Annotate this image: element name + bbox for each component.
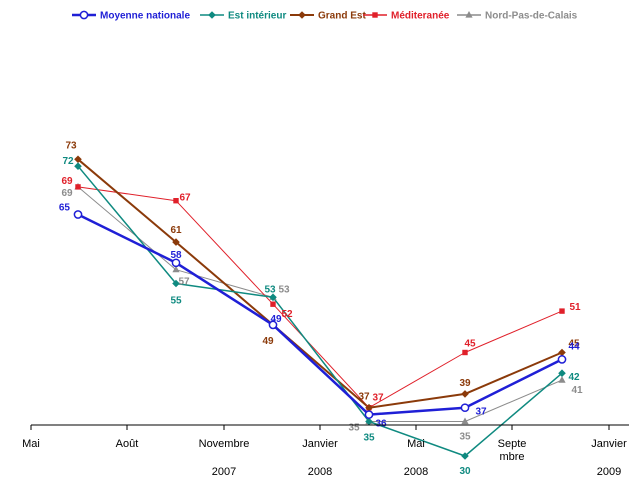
data-label-moyenne-nationale-0: 65 (59, 203, 71, 214)
legend-marker-est-interieur (208, 11, 216, 19)
series-markers (73, 155, 567, 460)
data-label-est-interieur-0: 72 (62, 156, 74, 167)
legend-label-mediteranee: Méditeranée (391, 11, 450, 22)
data-label-grand-est-4: 39 (459, 378, 471, 389)
series-line-mediteranee (77, 186, 563, 409)
point-grand-est-4 (461, 390, 469, 398)
data-label-est-interieur-4: 30 (459, 466, 471, 477)
x-tick-label-4: Mai (407, 438, 425, 450)
data-label-grand-est-0: 73 (65, 140, 77, 151)
data-label-nord-pas-de-calais-2: 53 (278, 284, 290, 295)
data-label-mediteranee-3: 37 (372, 393, 384, 404)
point-grand-est-3 (365, 403, 373, 412)
data-label-est-interieur-2: 53 (264, 284, 276, 295)
data-label-est-interieur-5: 42 (568, 372, 580, 383)
legend-label-est-interieur: Est intérieur (228, 11, 286, 22)
point-nord-pas-de-calais-5 (558, 376, 566, 383)
x-tick-year-2: 2007 (212, 466, 236, 478)
legend-marker-moyenne-nationale (79, 10, 89, 20)
data-label-grand-est-3: 37 (358, 392, 370, 403)
legend-item-grand-est: Grand Est (290, 11, 366, 22)
data-label-mediteranee-0: 69 (61, 176, 73, 187)
point-grand-est-5 (558, 348, 566, 357)
x-tick-label-5-1: mbre (499, 451, 524, 463)
x-tick-year-3: 2008 (308, 466, 332, 478)
x-tick-label-5: Septe (498, 438, 527, 450)
data-label-moyenne-nationale-1: 58 (170, 250, 182, 261)
legend-item-nord-pas-de-calais: Nord-Pas-de-Calais (457, 11, 578, 22)
legend-item-moyenne-nationale: Moyenne nationale (72, 11, 190, 22)
x-tick-label-6: Janvier (591, 438, 627, 450)
data-label-mediteranee-5: 51 (569, 302, 581, 313)
point-est-interieur-3 (365, 417, 373, 426)
legend-label-moyenne-nationale: Moyenne nationale (100, 11, 190, 22)
x-tick-label-0: Mai (22, 438, 40, 450)
data-label-moyenne-nationale-3: 36 (375, 419, 387, 430)
data-label-mediteranee-1: 67 (179, 193, 191, 204)
point-est-interieur-2 (269, 293, 277, 302)
point-moyenne-nationale-1 (171, 258, 181, 268)
series-line-nord-pas-de-calais (77, 186, 563, 422)
point-mediteranee-2 (270, 301, 276, 307)
data-label-nord-pas-de-calais-5: 41 (571, 385, 583, 396)
x-tick-label-1: Août (116, 438, 139, 450)
point-grand-est-0 (74, 155, 82, 164)
point-nord-pas-de-calais-1 (172, 265, 180, 273)
legend-marker-mediteranee (372, 12, 378, 18)
data-label-est-interieur-3: 35 (363, 433, 375, 444)
legend-label-grand-est: Grand Est (318, 11, 366, 22)
data-label-est-interieur-1: 55 (170, 296, 182, 307)
data-label-nord-pas-de-calais-1: 57 (178, 277, 190, 288)
point-est-interieur-4 (461, 452, 469, 460)
point-moyenne-nationale-5 (557, 355, 567, 364)
point-mediteranee-5 (559, 308, 565, 314)
point-est-interieur-5 (558, 369, 566, 377)
data-label-grand-est-2: 49 (262, 336, 274, 347)
data-labels: 6957533535416967523745517361493739457255… (59, 140, 583, 477)
legend-item-mediteranee: Méditeranée (363, 11, 450, 22)
series-line-moyenne-nationale (77, 213, 563, 416)
point-mediteranee-1 (173, 198, 179, 204)
data-label-moyenne-nationale-5: 44 (568, 341, 580, 352)
point-est-interieur-1 (172, 279, 180, 288)
point-mediteranee-4 (462, 349, 468, 356)
data-label-mediteranee-4: 45 (464, 339, 476, 350)
series-line-est-interieur (77, 165, 563, 457)
data-label-moyenne-nationale-2: 49 (270, 314, 282, 325)
x-tick-label-3: Janvier (302, 438, 338, 450)
legend: Moyenne nationale Est intérieur Grand Est M… (72, 11, 578, 22)
data-label-mediteranee-2: 52 (281, 309, 293, 320)
x-tick-year-4: 2008 (404, 466, 428, 478)
point-moyenne-nationale-3 (364, 410, 374, 419)
series-lines (77, 158, 563, 457)
point-nord-pas-de-calais-4 (461, 417, 469, 425)
point-grand-est-1 (172, 238, 180, 246)
x-tick-year-6: 2009 (597, 466, 621, 478)
data-label-grand-est-5: 45 (568, 339, 580, 350)
point-moyenne-nationale-4 (460, 403, 470, 413)
point-moyenne-nationale-0 (73, 210, 83, 219)
data-label-nord-pas-de-calais-4: 35 (459, 432, 471, 443)
legend-label-nord-pas-de-calais: Nord-Pas-de-Calais (485, 11, 578, 22)
legend-marker-nord-pas-de-calais (465, 11, 473, 18)
point-moyenne-nationale-2 (268, 320, 278, 330)
data-label-grand-est-1: 61 (170, 225, 182, 236)
series-line-grand-est (77, 158, 563, 409)
x-axis: Mai Août Novembre 2007 Janvier 2008 Mai 2008 Sep… (22, 424, 629, 478)
data-label-moyenne-nationale-4: 37 (475, 407, 487, 418)
data-label-nord-pas-de-calais-3: 35 (348, 423, 360, 434)
data-label-nord-pas-de-calais-0: 69 (61, 188, 73, 199)
legend-item-est-interieur: Est intérieur (200, 11, 286, 22)
point-mediteranee-0 (75, 184, 81, 190)
x-tick-label-2: Novembre (199, 438, 250, 450)
point-est-interieur-0 (74, 162, 82, 170)
legend-marker-grand-est (298, 11, 306, 19)
